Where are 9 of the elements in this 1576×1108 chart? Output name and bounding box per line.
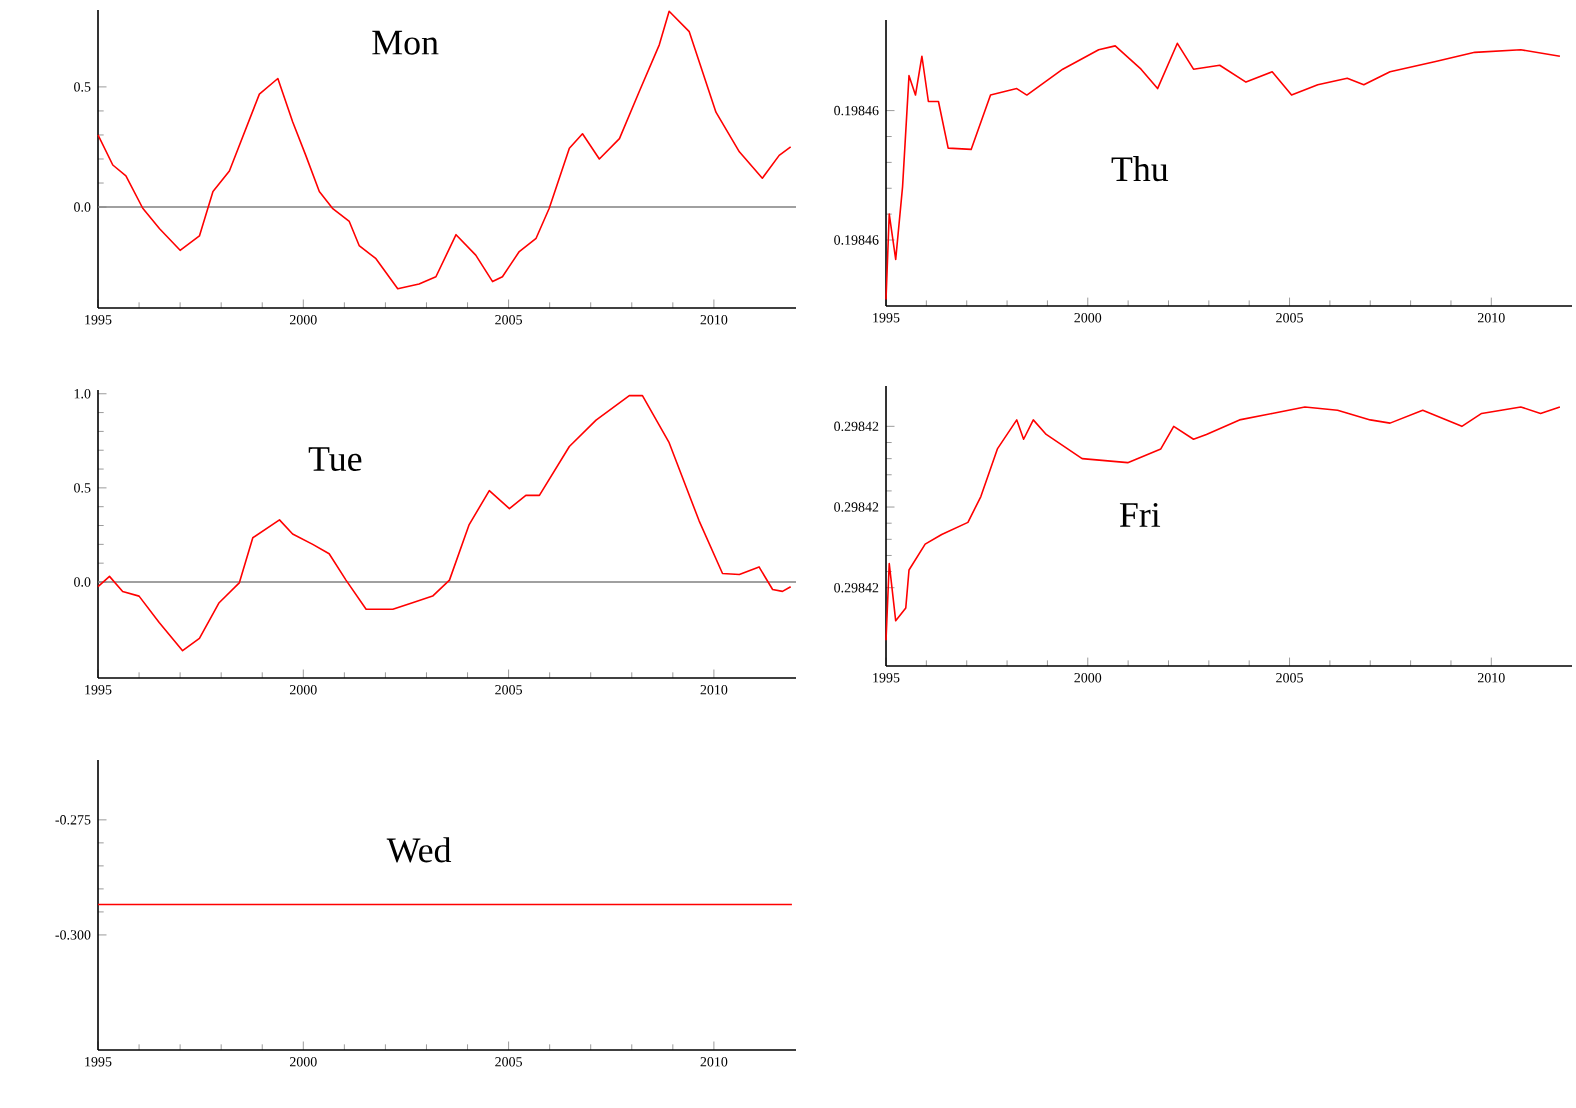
line-series xyxy=(97,394,792,652)
line-series xyxy=(885,42,1561,301)
chart-title: Mon xyxy=(372,30,439,55)
text: Wed xyxy=(386,837,452,863)
text: Tue xyxy=(308,447,362,472)
line-series xyxy=(97,10,792,290)
text: Thu xyxy=(1111,156,1169,182)
line-series xyxy=(885,406,1561,641)
text: Fri xyxy=(1119,502,1161,527)
